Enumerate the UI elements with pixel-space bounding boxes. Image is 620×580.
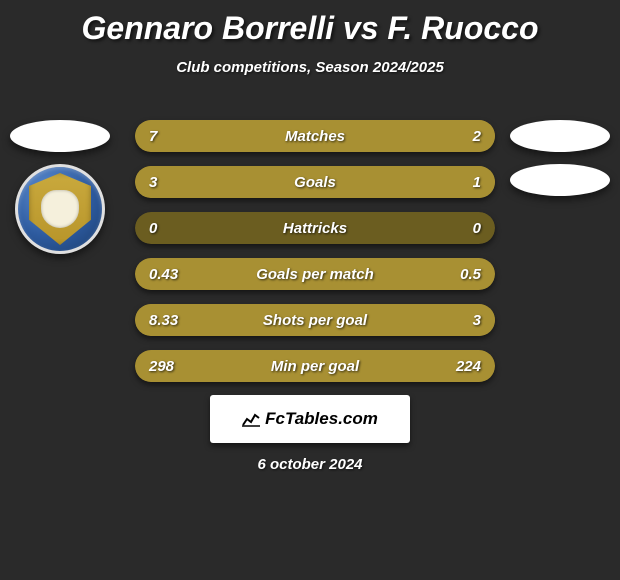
chart-icon <box>242 411 260 427</box>
stat-bar: 298Min per goal224 <box>135 350 495 382</box>
stat-right-value: 224 <box>456 358 481 375</box>
left-club-badge <box>15 164 105 254</box>
stat-right-value: 0.5 <box>460 266 481 283</box>
brand-label: FcTables.com <box>265 409 378 429</box>
stat-label: Min per goal <box>135 358 495 375</box>
stat-label: Goals per match <box>135 266 495 283</box>
footer-date: 6 october 2024 <box>0 456 620 473</box>
lion-icon <box>41 190 79 228</box>
left-player-column <box>10 120 110 254</box>
stat-bar: 3Goals1 <box>135 166 495 198</box>
stat-bar: 7Matches2 <box>135 120 495 152</box>
stat-label: Shots per goal <box>135 312 495 329</box>
right-player-column <box>510 120 610 196</box>
stat-right-value: 0 <box>473 220 481 237</box>
shield-icon <box>29 173 91 245</box>
stat-right-value: 3 <box>473 312 481 329</box>
right-club-placeholder <box>510 164 610 196</box>
comparison-subtitle: Club competitions, Season 2024/2025 <box>0 59 620 76</box>
stat-bar: 0Hattricks0 <box>135 212 495 244</box>
left-player-placeholder <box>10 120 110 152</box>
comparison-title: Gennaro Borrelli vs F. Ruocco <box>0 0 620 47</box>
stat-bar: 0.43Goals per match0.5 <box>135 258 495 290</box>
stat-bar: 8.33Shots per goal3 <box>135 304 495 336</box>
brand-text: FcTables.com <box>242 409 378 429</box>
stats-bars: 7Matches23Goals10Hattricks00.43Goals per… <box>135 120 495 382</box>
brand-footer: FcTables.com <box>210 395 410 443</box>
stat-label: Hattricks <box>135 220 495 237</box>
stat-right-value: 1 <box>473 174 481 191</box>
stat-right-value: 2 <box>473 128 481 145</box>
stat-label: Goals <box>135 174 495 191</box>
right-player-placeholder <box>510 120 610 152</box>
stat-label: Matches <box>135 128 495 145</box>
